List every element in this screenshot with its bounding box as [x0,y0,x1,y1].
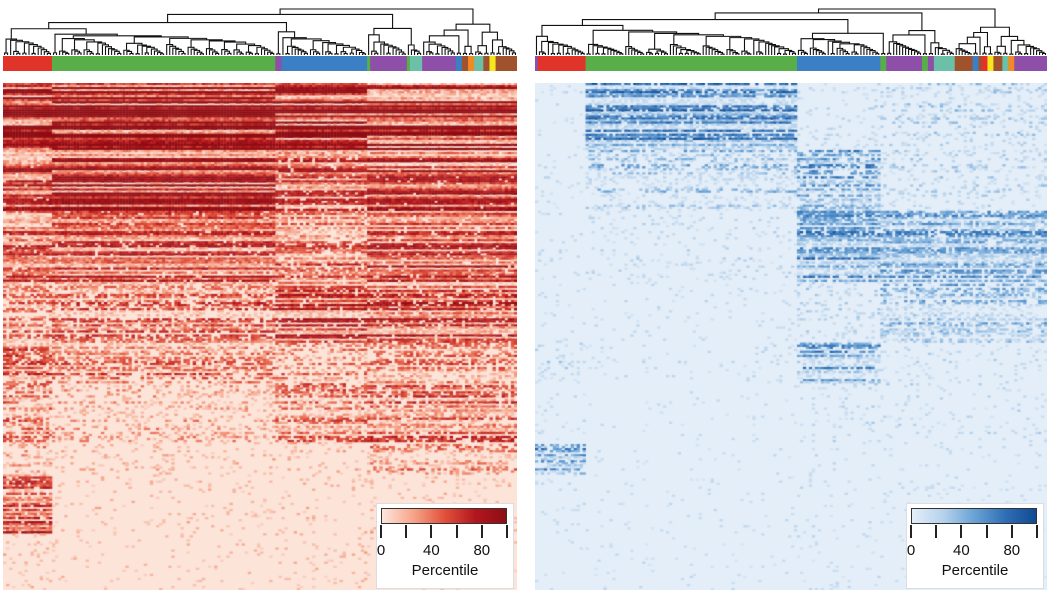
cluster-bar-segment [422,56,457,71]
cluster-bar-segment [535,56,539,71]
colorbar-legend: 0 40 80 Percentile [906,503,1044,589]
cluster-bar-segment [796,56,881,71]
heatmap-panel-blue: 0 40 80 Percentile [535,0,1047,591]
cluster-bar-segment [281,56,368,71]
tick-label-2: 80 [473,542,491,559]
colorbar-tick [1036,525,1038,538]
cluster-bar-segment [370,56,408,71]
cluster-bar-segment [409,56,423,71]
cluster-bar-segment [987,56,994,71]
colorbar-ticks [380,525,508,539]
cluster-bar-segment [954,56,974,71]
colorbar-ticks [910,525,1038,539]
cluster-bar-segment [981,56,988,71]
colorbar-gradient [911,508,1037,524]
column-dendrogram-and-cluster-bar [3,8,517,71]
colorbar-tick [985,525,988,538]
colorbar-title: Percentile [941,562,1009,579]
column-dendrogram-and-cluster-bar [535,8,1047,71]
cluster-bar-segment [933,56,956,71]
cluster-bar-segment [972,56,980,71]
colorbar-title: Percentile [411,562,479,579]
colorbar-gradient [381,508,507,524]
cluster-bar-segment [406,56,411,71]
dendrogram-branches [535,8,1047,55]
tick-label-0: 0 [906,542,916,559]
tick-label-0: 0 [376,542,386,559]
tick-label-2: 80 [1003,542,1021,559]
cluster-bar-segment [978,56,983,71]
colorbar-tick [506,525,508,538]
colorbar-legend: 0 40 80 Percentile [376,503,514,589]
cluster-bar-segment [880,56,887,71]
cluster-bar-segment [468,56,475,71]
cluster-bar-segment [51,56,276,71]
cluster-bar-segment [489,56,497,71]
cluster-bar-segment [993,56,1003,71]
colorbar-tick [910,525,912,538]
colorbar-tick [1010,525,1013,538]
cluster-bar-segment [461,56,469,71]
tick-label-1: 40 [423,542,440,559]
cluster-bar-segment [1014,56,1047,71]
cluster-bar-segment [886,56,923,71]
cluster-bar-segment [474,56,484,71]
cluster-bar-segment [367,56,371,71]
cluster-bar-segment [1002,56,1009,71]
colorbar-tick [480,525,483,538]
heatmap-panel-red: 0 40 80 Percentile [3,0,517,591]
colorbar-tick [455,525,458,538]
cluster-bar-segment [927,56,935,71]
cluster-bar-segment [1008,56,1015,71]
cluster-bar-segment [537,56,587,71]
colorbar-tick [430,525,433,538]
cluster-bar-segment [921,56,929,71]
colorbar-tick [380,525,382,538]
colorbar-tick [405,525,408,538]
cluster-bar-segment [585,56,798,71]
cluster-bar-segment [455,56,463,71]
cluster-bar-segment [3,56,53,71]
tick-label-1: 40 [953,542,970,559]
cluster-bar-segment [495,56,517,71]
colorbar-tick [935,525,938,538]
colorbar-tick [960,525,963,538]
cluster-bar-segment [275,56,282,71]
dendrogram-branches [3,8,517,55]
cluster-bar-segment [483,56,490,71]
